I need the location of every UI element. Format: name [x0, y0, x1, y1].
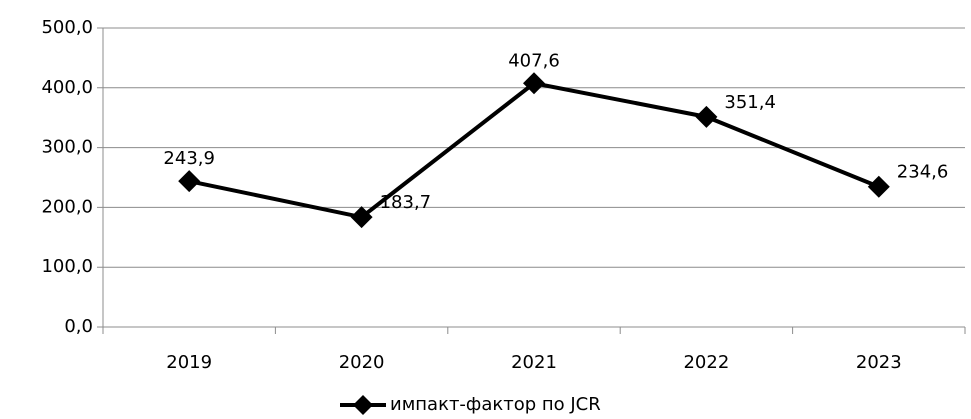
marker — [523, 72, 545, 95]
marker — [350, 206, 373, 229]
y-tick-label: 300,0 — [41, 137, 93, 158]
data-label: 183,7 — [380, 192, 432, 213]
x-tick-label: 2022 — [683, 352, 729, 373]
data-label: 407,6 — [508, 50, 560, 71]
x-tick-label: 2019 — [166, 352, 212, 373]
y-tick-label: 500,0 — [41, 17, 93, 38]
y-tick-label: 200,0 — [41, 196, 93, 217]
x-tick-label: 2021 — [511, 352, 557, 373]
x-tick-label: 2023 — [856, 352, 902, 373]
legend-marker — [353, 395, 373, 415]
legend-label: импакт-фактор по JCR — [390, 394, 601, 415]
marker — [695, 105, 718, 128]
marker — [867, 175, 890, 198]
x-tick-label: 2020 — [339, 352, 385, 373]
y-tick-label: 100,0 — [41, 256, 93, 277]
y-tick-label: 400,0 — [41, 77, 93, 98]
data-label: 234,6 — [897, 162, 949, 183]
marker — [178, 170, 201, 193]
y-tick-label: 0,0 — [64, 316, 93, 337]
data-label: 351,4 — [724, 92, 776, 113]
data-label: 243,9 — [163, 148, 215, 169]
